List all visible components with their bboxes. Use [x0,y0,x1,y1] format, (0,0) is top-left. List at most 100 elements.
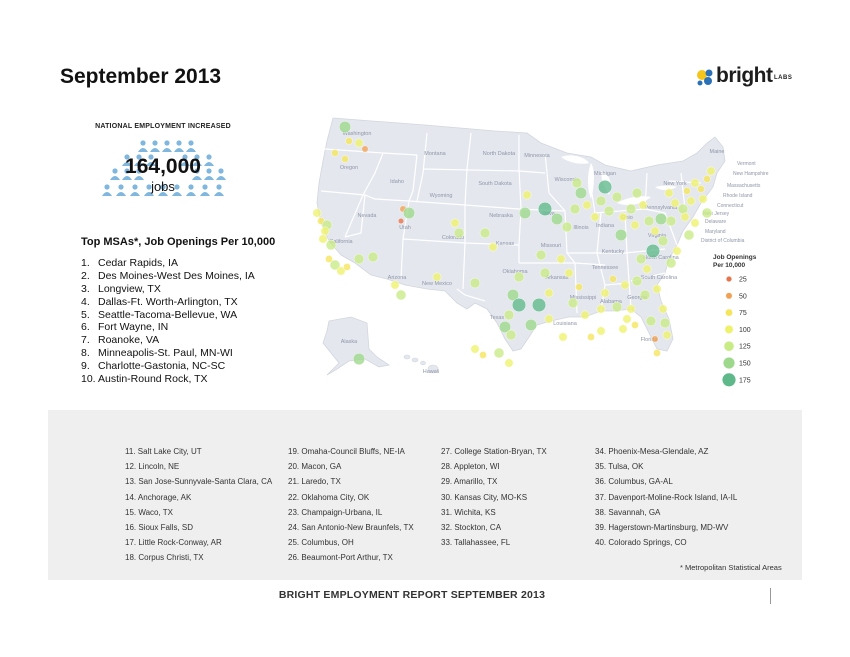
ranked-msas-col-3: 27. College Station-Bryan, TX 28. Appleto… [441,444,547,550]
msa-bubble [320,226,330,236]
person-icon [162,140,172,152]
list-item: 40. Colorado Springs, CO [595,538,687,548]
state-label: Washington [343,131,372,137]
state-label: Wyoming [430,193,453,199]
msa-bubble [680,212,690,222]
msa-bubble [325,239,337,251]
state-label: Vermont [737,161,756,167]
msa-bubble [569,203,581,215]
person-icon [116,184,126,196]
list-item: 4. Dallas-Ft. Worth-Arlington, TX [81,295,238,308]
msa-bubble [390,280,400,290]
state-label: Michigan [594,171,616,177]
msa-bubble [575,186,588,199]
msa-bubble [580,310,590,320]
msa-bubble [493,347,505,359]
msa-bubble [582,200,592,210]
msa-bubble [665,257,677,269]
msa-bubble [630,220,640,230]
msa-bubble [531,297,546,312]
msa-bubble [318,234,328,244]
msa-bubble [618,212,628,222]
top-msas-title: Top MSAs*, Job Openings Per 10,000 [81,236,276,248]
msa-bubble [690,218,700,228]
msa-bubble [432,272,442,282]
msa-bubble [615,228,628,241]
state-label: Maryland [705,229,726,235]
list-item: 39. Hagerstown-Martinsburg, MD-WV [595,522,729,532]
list-item: 6. Fort Wayne, IN [81,321,169,334]
state-label: Arkansas [546,275,569,281]
state-label: Tennessee [592,265,619,271]
msa-bubble [353,253,365,265]
us-job-openings-map: Washington Montana North Dakota Minnesota Or… [312,117,769,387]
list-item: 20. Macon, GA [288,462,342,472]
msa-bubble [701,207,713,219]
msa-bubble [659,317,671,329]
state-label: Maine [710,149,725,155]
list-item: 16. Sioux Falls, SD [125,522,194,532]
person-icon [214,184,224,196]
msa-bubble [643,215,655,227]
msa-bubble [686,196,696,206]
msa-bubble [336,266,346,276]
list-item: 28. Appleton, WI [441,462,500,472]
state-label: Rhode Island [723,193,753,199]
person-icon [110,168,120,180]
state-label: Oklahoma [502,269,528,275]
msa-bubble [626,304,636,314]
msa-bubble [652,284,662,294]
msa-bubble [402,206,415,219]
msa-bubble [642,264,652,274]
msa-bubble [595,195,607,207]
msa-bubble [672,246,682,256]
msa-bubble [590,212,600,222]
msa-bubble [331,149,339,157]
list-item: 36. Columbus, GA-AL [595,477,673,487]
state-label: Massachusetts [727,183,761,189]
msa-bubble [655,212,668,225]
msa-bubble [470,344,480,354]
msa-bubble [561,221,573,233]
state-label: Kentucky [602,249,625,255]
msa-bubble [343,263,351,271]
msa-bubble [537,201,552,216]
state-label: New York [663,181,686,187]
state-label: Nevada [358,213,378,219]
state-label: South Dakota [478,181,512,187]
list-item: 34. Phoenix-Mesa-Glendale, AZ [595,447,709,456]
ranked-msas-col-4: 34. Phoenix-Mesa-Glendale, AZ 35. Tulsa, … [595,444,737,550]
ranked-msas-panel [48,410,802,580]
legend-swatch [724,324,734,334]
person-icon [180,154,190,166]
list-item: 8. Minneapolis-St. Paul, MN-WI [81,347,233,360]
msa-bubble [479,351,487,359]
msa-bubble [677,203,689,215]
msa-bubble [354,138,364,148]
msa-bubble [329,259,341,271]
person-icon [122,168,132,180]
state-label: Mississippi [570,295,597,301]
msa-bubble [498,320,511,333]
list-item: 5. Seattle-Tacoma-Bellevue, WA [81,308,238,321]
page-title: September 2013 [60,65,222,88]
state-label: Louisiana [553,321,577,327]
legend-label: 150 [739,361,751,368]
msa-bubble [544,288,554,298]
legend-swatch [725,308,733,317]
msa-bubble [609,275,617,283]
msa-bubble [611,191,623,203]
state-label: Hawaii [423,369,440,375]
person-icon [134,154,144,166]
state-label: Texas [490,315,505,321]
msa-bubble [513,271,525,283]
state-label: Pennsylvania [645,205,679,211]
state-label: New Hampshire [733,171,769,177]
list-item: 11. Salt Lake City, UT [125,447,202,456]
state-label: Wisconsin [554,177,579,183]
state-label: Indiana [596,223,615,229]
logo-dots-icon [697,69,713,86]
person-icon [174,140,184,152]
person-icon [204,168,214,180]
msa-bubble [571,177,583,189]
